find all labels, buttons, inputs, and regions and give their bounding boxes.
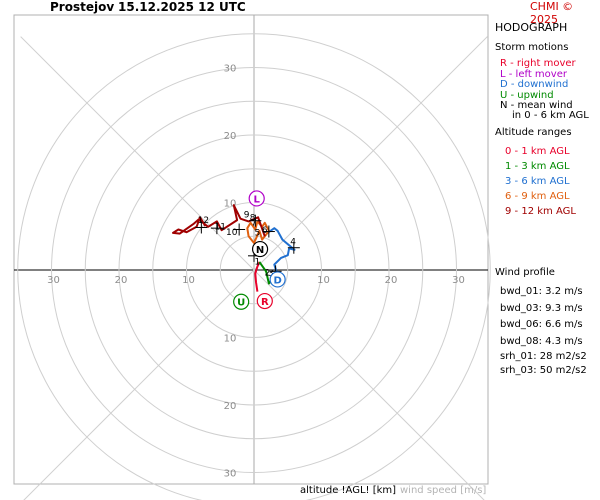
copyright: CHMI © 2025 (530, 0, 574, 26)
altitude-range-item: 3 - 6 km AGL (505, 176, 570, 187)
altitude-range-item: 9 - 12 km AGL (505, 206, 576, 217)
ring-label: 20 (115, 275, 128, 286)
ring-label: 30 (47, 275, 60, 286)
storm-motion-label: L (254, 194, 261, 205)
storm-motion-marker (256, 292, 273, 310)
height-label: 6 (262, 226, 268, 236)
legend-title: HODOGRAPH (495, 21, 568, 34)
wind-profile-item: bwd_01: 3.2 m/s (500, 286, 583, 297)
diagonal-grid-line (23, 36, 488, 500)
storm-motion-item: D - downwind (500, 79, 569, 90)
speed-ring (152, 168, 356, 372)
wind-profile-item: bwd_06: 6.6 m/s (500, 319, 583, 330)
height-label: 11 (215, 223, 226, 233)
storm-motion-marker (269, 271, 286, 288)
hodograph-segment (172, 204, 266, 237)
speed-axis-label: wind speed [m/s] (400, 485, 487, 496)
plot-frame (13, 14, 489, 485)
hodograph-segment (254, 261, 261, 292)
speed-ring (84, 100, 424, 440)
ring-label: 20 (224, 131, 237, 142)
ring-label: 20 (224, 401, 237, 412)
storm-motion-item: N - mean wind (500, 100, 573, 111)
ring-label: 10 (317, 275, 330, 286)
altitude-range-item: 0 - 1 km AGL (505, 146, 570, 157)
height-label: 2 (265, 268, 271, 278)
altitude-range-item: 6 - 9 km AGL (505, 191, 570, 202)
storm-motion-label: R (261, 297, 269, 308)
wind-profile-item: bwd_03: 9.3 m/s (500, 302, 583, 314)
storm-motion-marker (248, 190, 265, 207)
height-label: 10 (226, 228, 238, 238)
srh-item: srh_01: 28 m2/s2 (500, 351, 587, 362)
storm-motion-label: N (256, 245, 264, 256)
speed-ring (118, 134, 390, 406)
wind-profile-item: bwd_08: 4.3 m/s (500, 335, 583, 347)
altitude-ranges-title: Altitude ranges (495, 127, 572, 138)
hodograph-segment (266, 227, 296, 276)
storm-motion-item: in 0 - 6 km AGL (512, 109, 589, 121)
date-time: 15.12.2025 12 UTC (118, 0, 246, 14)
storm-motion-item: U - upwind (500, 89, 554, 101)
storm-motion-label: D (273, 275, 281, 286)
height-label: 7 (251, 218, 257, 228)
ring-label: 30 (224, 469, 237, 480)
height-label: 1 (255, 258, 261, 268)
storm-motion-label: U (237, 298, 245, 309)
height-label: 3 (268, 269, 274, 279)
wind-profile-title: Wind profile (495, 267, 555, 278)
station-name: Prostejov (50, 0, 115, 14)
ring-label: 30 (452, 275, 465, 286)
ring-label: 10 (224, 199, 237, 210)
height-label: 5 (255, 229, 261, 239)
storm-motions-title: Storm motions (495, 42, 569, 53)
srh-item: srh_03: 50 m2/s2 (500, 365, 587, 376)
height-label: 4 (290, 237, 296, 247)
height-label: 12 (198, 216, 209, 226)
altitude-axis-label: altitude !AGL! [km] (300, 485, 397, 496)
height-label: 9 (244, 210, 250, 220)
storm-motion-item: L - left mover (500, 68, 567, 80)
ring-label: 20 (385, 275, 398, 286)
hodograph-segment (246, 220, 270, 244)
speed-ring (51, 67, 457, 473)
storm-motion-item: R - right mover (500, 58, 576, 69)
storm-motion-marker (251, 240, 269, 258)
storm-motion-marker (233, 293, 250, 310)
speed-ring (17, 33, 491, 500)
ring-label: 10 (182, 275, 195, 286)
altitude-range-item: 1 - 3 km AGL (505, 161, 570, 172)
height-label: 8 (250, 214, 256, 224)
ring-label: 10 (224, 334, 237, 345)
ring-label: 30 (224, 64, 237, 75)
speed-ring (219, 235, 289, 305)
